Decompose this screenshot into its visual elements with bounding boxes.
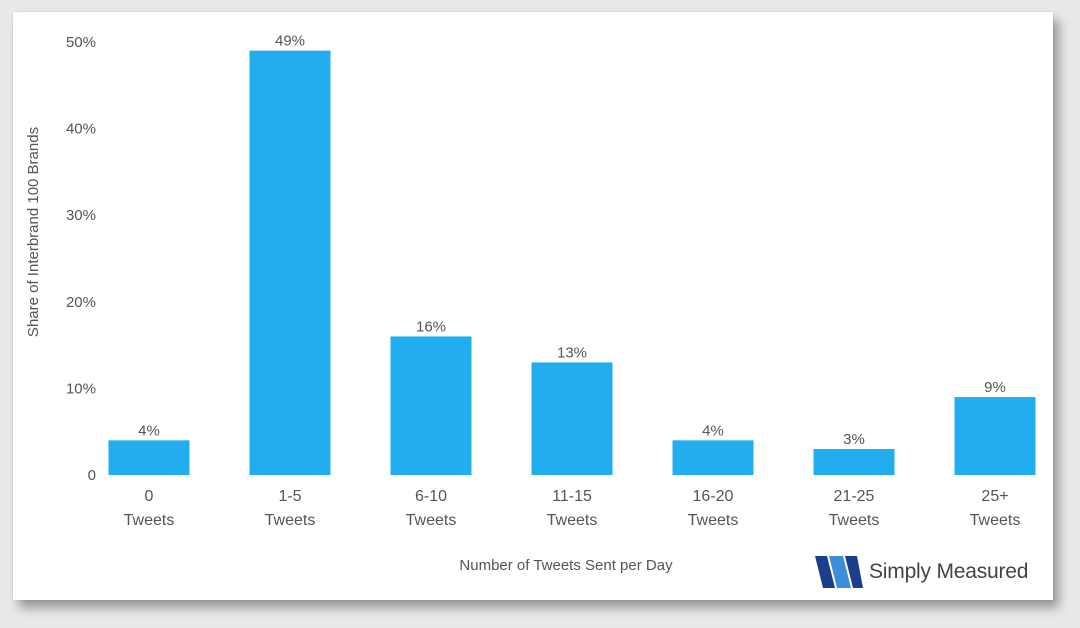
data-label: 3% [843, 431, 865, 448]
x-tick-label: 1-5 [278, 488, 301, 505]
bar [672, 440, 754, 475]
x-tick-label: 16-20 [693, 488, 734, 505]
x-tick-label: 11-15 [552, 488, 592, 505]
simply-measured-logo-mark-icon [815, 556, 863, 588]
y-axis-title: Share of Interbrand 100 Brands [25, 127, 42, 337]
bar [249, 50, 331, 475]
y-axis-ticks: 0 10% 20% 30% 40% 50% [66, 34, 96, 484]
y-tick-label: 30% [66, 207, 96, 224]
bar [390, 336, 472, 475]
x-tick-label: Tweets [970, 512, 1021, 529]
bars [108, 50, 1036, 475]
bar [954, 397, 1036, 475]
x-tick-label: 0 [145, 488, 154, 505]
y-tick-label: 40% [66, 121, 96, 138]
data-label: 49% [275, 33, 305, 50]
x-tick-label: Tweets [124, 512, 175, 529]
x-tick-label: Tweets [829, 512, 880, 529]
x-tick-label: 25+ [981, 488, 1008, 505]
data-label: 13% [557, 344, 587, 361]
logo-text: Simply Measured [869, 560, 1029, 583]
x-tick-label: Tweets [688, 512, 739, 529]
y-tick-label: 0 [88, 467, 96, 484]
x-tick-label: Tweets [265, 512, 316, 529]
x-tick-label: 6-10 [415, 488, 447, 505]
chart-card: 0 10% 20% 30% 40% 50% 4% 49% 16% 13% 4% 3% 9% 0 Twee… [13, 12, 1053, 600]
y-tick-label: 10% [66, 380, 96, 397]
x-tick-label: Tweets [406, 512, 457, 529]
bar [108, 440, 190, 475]
x-tick-label: Tweets [547, 512, 598, 529]
bar [813, 449, 895, 475]
data-label: 16% [416, 318, 446, 335]
bar [531, 362, 613, 475]
x-axis-title: Number of Tweets Sent per Day [459, 557, 673, 574]
simply-measured-logo: Simply Measured [813, 552, 1028, 592]
bar-chart: 0 10% 20% 30% 40% 50% 4% 49% 16% 13% 4% 3% 9% 0 Twee… [25, 33, 1036, 574]
data-labels: 4% 49% 16% 13% 4% 3% 9% [138, 33, 1006, 448]
x-tick-label: 21-25 [834, 488, 875, 505]
y-tick-label: 50% [66, 34, 96, 51]
data-label: 9% [984, 379, 1006, 396]
data-label: 4% [138, 422, 160, 439]
x-axis-ticks: 0 Tweets 1-5 Tweets 6-10 Tweets 11-15 Tweets 16-… [124, 488, 1021, 529]
y-tick-label: 20% [66, 294, 96, 311]
data-label: 4% [702, 422, 724, 439]
